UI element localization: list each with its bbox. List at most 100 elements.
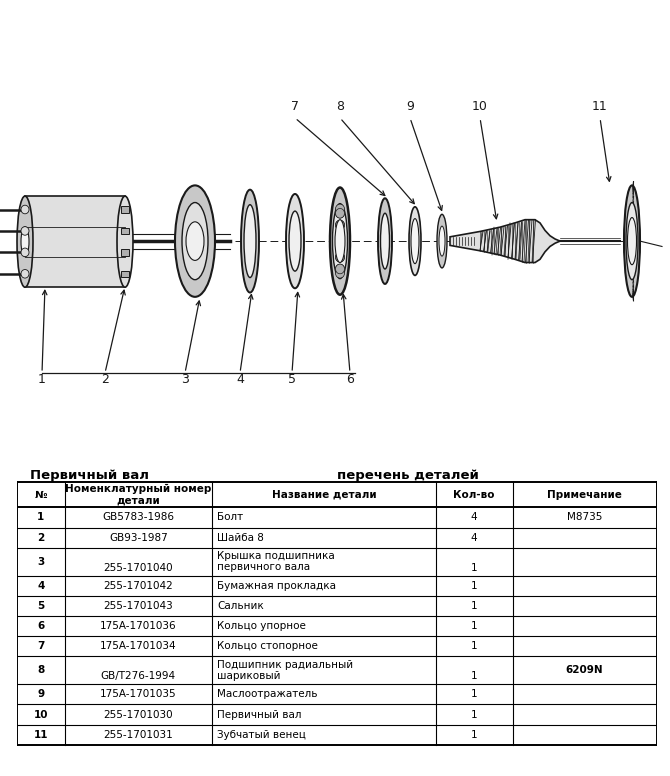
- Ellipse shape: [624, 185, 640, 297]
- Text: №: №: [34, 490, 47, 500]
- Text: 1: 1: [38, 372, 46, 386]
- Ellipse shape: [378, 198, 392, 284]
- Text: 10: 10: [472, 99, 488, 113]
- Text: Номенклатурный номер
детали: Номенклатурный номер детали: [65, 483, 212, 505]
- Text: Кольцо стопорное: Кольцо стопорное: [217, 641, 318, 651]
- Text: 1: 1: [471, 641, 478, 651]
- Text: 255-1701043: 255-1701043: [103, 601, 174, 611]
- Ellipse shape: [17, 196, 33, 287]
- Text: 5: 5: [288, 372, 296, 386]
- Text: 2: 2: [37, 532, 44, 542]
- Circle shape: [336, 236, 344, 246]
- Ellipse shape: [175, 185, 215, 297]
- Bar: [25, 196, 125, 287]
- Text: GB/T276-1994: GB/T276-1994: [100, 671, 176, 681]
- Bar: [121, 271, 129, 277]
- Text: Болт: Болт: [217, 512, 243, 522]
- Text: 9: 9: [406, 99, 414, 113]
- Text: 3: 3: [37, 556, 44, 566]
- Ellipse shape: [330, 188, 350, 295]
- Text: 4: 4: [471, 512, 478, 522]
- Circle shape: [336, 204, 344, 214]
- Ellipse shape: [437, 214, 447, 268]
- Text: 11: 11: [34, 729, 48, 740]
- Ellipse shape: [186, 222, 204, 261]
- Ellipse shape: [117, 196, 133, 287]
- Text: 255-1701030: 255-1701030: [103, 709, 173, 719]
- Ellipse shape: [626, 203, 638, 279]
- Ellipse shape: [332, 203, 348, 279]
- Text: Примечание: Примечание: [547, 490, 622, 500]
- Ellipse shape: [241, 189, 259, 293]
- Circle shape: [336, 220, 344, 230]
- Text: 8: 8: [37, 665, 44, 675]
- Text: 9: 9: [37, 689, 44, 699]
- Text: 6: 6: [37, 621, 44, 631]
- Text: 1: 1: [471, 671, 478, 681]
- Text: 175A-1701035: 175A-1701035: [100, 689, 177, 699]
- Ellipse shape: [182, 203, 208, 279]
- Text: 8: 8: [336, 99, 344, 113]
- Text: 1: 1: [471, 729, 478, 740]
- Ellipse shape: [286, 194, 304, 288]
- Text: M8735: M8735: [567, 512, 602, 522]
- Text: 4: 4: [37, 580, 44, 591]
- Text: Зубчатый венец: Зубчатый венец: [217, 729, 306, 740]
- Bar: [121, 206, 129, 213]
- Circle shape: [21, 248, 29, 257]
- Circle shape: [336, 264, 344, 274]
- Text: Маслоотражатель: Маслоотражатель: [217, 689, 318, 699]
- Text: Первичный вал: Первичный вал: [217, 709, 302, 719]
- Text: 5: 5: [37, 601, 44, 611]
- Text: 6209N: 6209N: [565, 665, 604, 675]
- Circle shape: [336, 220, 344, 230]
- Text: 1: 1: [471, 580, 478, 591]
- Text: Название детали: Название детали: [271, 490, 376, 500]
- Text: 1: 1: [471, 709, 478, 719]
- Circle shape: [336, 236, 344, 246]
- Circle shape: [336, 209, 344, 218]
- Circle shape: [21, 205, 29, 214]
- Text: 175A-1701034: 175A-1701034: [100, 641, 177, 651]
- Text: GB93-1987: GB93-1987: [109, 532, 168, 542]
- Text: перечень деталей: перечень деталей: [337, 469, 478, 483]
- Text: 7: 7: [291, 99, 299, 113]
- Text: 255-1701031: 255-1701031: [103, 729, 174, 740]
- Text: Сальник: Сальник: [217, 601, 264, 611]
- Ellipse shape: [289, 211, 301, 271]
- Text: 1: 1: [37, 512, 44, 522]
- Ellipse shape: [381, 213, 389, 269]
- Bar: [121, 227, 129, 234]
- Circle shape: [336, 209, 344, 218]
- Text: 1: 1: [471, 689, 478, 699]
- Text: 1: 1: [471, 601, 478, 611]
- Text: 255-1701042: 255-1701042: [103, 580, 174, 591]
- Text: Кольцо упорное: Кольцо упорное: [217, 621, 306, 631]
- Ellipse shape: [628, 217, 636, 265]
- Text: GB5783-1986: GB5783-1986: [103, 512, 174, 522]
- Circle shape: [336, 252, 344, 262]
- Ellipse shape: [411, 219, 419, 264]
- Polygon shape: [450, 220, 560, 262]
- Text: 2: 2: [101, 372, 109, 386]
- Text: 7: 7: [37, 641, 44, 651]
- Circle shape: [336, 252, 344, 262]
- Text: 3: 3: [181, 372, 189, 386]
- Circle shape: [21, 269, 29, 278]
- Ellipse shape: [439, 226, 445, 256]
- Text: Крышка подшипника
первичного вала: Крышка подшипника первичного вала: [217, 551, 335, 573]
- Ellipse shape: [21, 227, 29, 257]
- Circle shape: [336, 264, 344, 274]
- Text: 6: 6: [346, 372, 354, 386]
- Text: 4: 4: [471, 532, 478, 542]
- Circle shape: [21, 227, 29, 235]
- Text: 1: 1: [471, 563, 478, 573]
- Text: 175A-1701036: 175A-1701036: [100, 621, 177, 631]
- Text: Подшипник радиальный
шариковый: Подшипник радиальный шариковый: [217, 660, 353, 681]
- Text: 10: 10: [34, 709, 48, 719]
- Text: Бумажная прокладка: Бумажная прокладка: [217, 580, 336, 591]
- Text: 11: 11: [592, 99, 608, 113]
- Ellipse shape: [335, 220, 345, 262]
- Circle shape: [336, 268, 344, 278]
- Text: 255-1701040: 255-1701040: [103, 563, 173, 573]
